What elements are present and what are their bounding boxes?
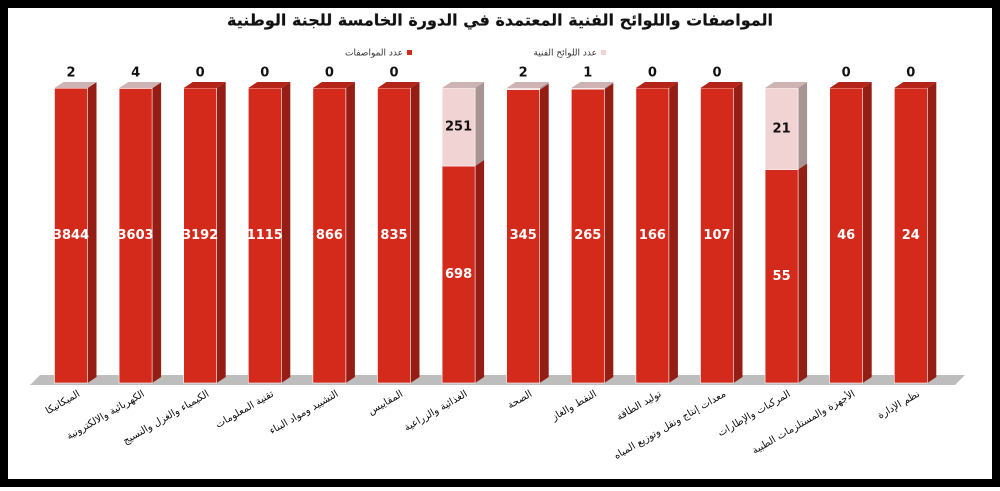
data-label: 2 [66, 66, 75, 81]
data-label: 1 [583, 66, 592, 81]
data-label: 835 [380, 228, 407, 243]
floor [30, 375, 965, 385]
bar-side [540, 84, 549, 383]
data-label: 2 [519, 66, 528, 81]
chart-title: المواصفات واللوائح الفنية المعتمدة في ال… [227, 11, 773, 31]
data-label: 0 [389, 66, 398, 81]
data-label: 107 [703, 228, 730, 243]
data-label: 55 [773, 269, 791, 284]
data-label: 345 [510, 228, 537, 243]
bar-side [863, 82, 872, 383]
data-label: 24 [902, 228, 920, 243]
bar-side [604, 83, 613, 383]
data-label: 0 [712, 66, 721, 81]
data-label: 0 [325, 66, 334, 81]
bar-side [346, 82, 355, 383]
legend-swatch [601, 50, 606, 55]
bar-side [734, 82, 743, 383]
data-label: 0 [196, 66, 205, 81]
data-label: 4 [131, 66, 140, 81]
data-label: 0 [260, 66, 269, 81]
bar-segment [507, 88, 540, 90]
bar-side [927, 82, 936, 383]
data-label: 3844 [53, 228, 89, 243]
data-label: 251 [445, 120, 472, 135]
bar-segment [571, 88, 604, 89]
data-label: 0 [906, 66, 915, 81]
data-label: 166 [639, 228, 666, 243]
data-label: 46 [837, 228, 855, 243]
data-label: 866 [316, 228, 343, 243]
data-label: 3603 [118, 228, 154, 243]
data-label: 3192 [182, 228, 218, 243]
data-label: 698 [445, 267, 472, 282]
data-label: 21 [773, 121, 791, 136]
bar-side [475, 160, 484, 383]
legend-label: عدد المواصفات [345, 49, 403, 59]
data-label: 0 [648, 66, 657, 81]
data-label: 265 [574, 228, 601, 243]
bar-side [798, 82, 807, 170]
legend-label: عدد اللوائح الفنية [533, 49, 597, 59]
legend-swatch [407, 50, 412, 55]
bar-side [411, 82, 420, 383]
bar-side [475, 82, 484, 166]
bar-side [669, 82, 678, 383]
data-label: 0 [842, 66, 851, 81]
data-label: 1115 [247, 228, 283, 243]
bar-side [798, 164, 807, 383]
